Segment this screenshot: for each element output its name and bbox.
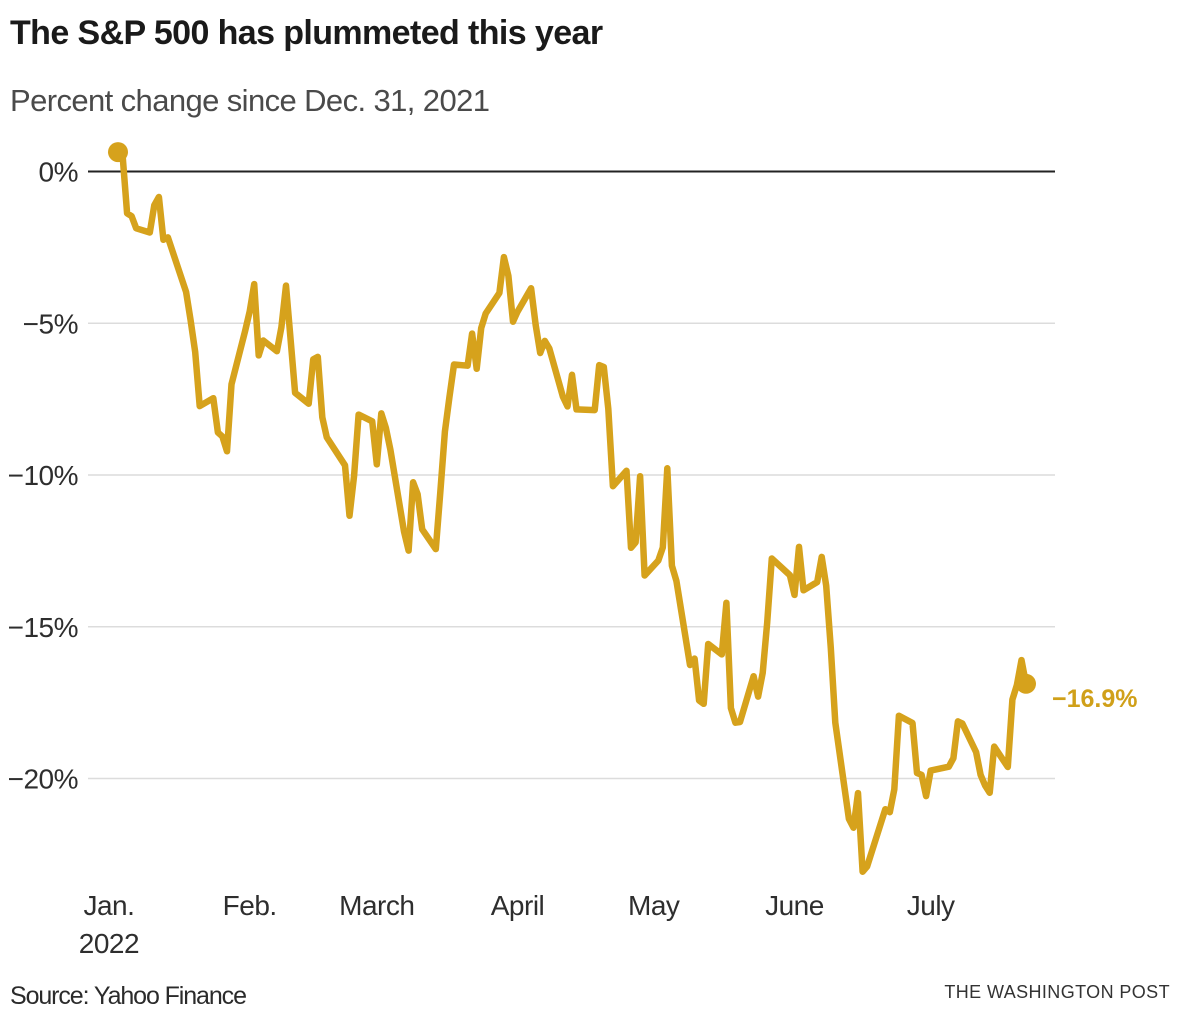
y-tick-label: 0% (39, 157, 78, 188)
y-tick-label: −15% (8, 612, 78, 643)
x-tick-label: June (765, 890, 824, 921)
end-value-label: −16.9% (1052, 685, 1138, 713)
x-tick-label: March (339, 890, 414, 921)
x-tick-label: April (491, 890, 545, 921)
y-tick-label: −20% (8, 764, 78, 795)
start-dot (108, 142, 128, 163)
publisher-credit: THE WASHINGTON POST (944, 982, 1170, 1002)
x-tick-year-label: 2022 (79, 928, 139, 959)
source-note: Source: Yahoo Finance (10, 982, 247, 1010)
y-tick-label: −10% (8, 460, 78, 491)
x-tick-label: July (907, 890, 955, 921)
x-tick-label: May (628, 890, 680, 921)
price-line (114, 148, 1030, 875)
end-dot (1016, 673, 1036, 694)
page-title: The S&P 500 has plummeted this year (10, 14, 603, 52)
x-tick-label: Jan. (83, 890, 134, 921)
chart-subtitle: Percent change since Dec. 31, 2021 (10, 83, 490, 118)
y-tick-label: −5% (23, 308, 78, 339)
x-tick-label: Feb. (223, 890, 277, 921)
